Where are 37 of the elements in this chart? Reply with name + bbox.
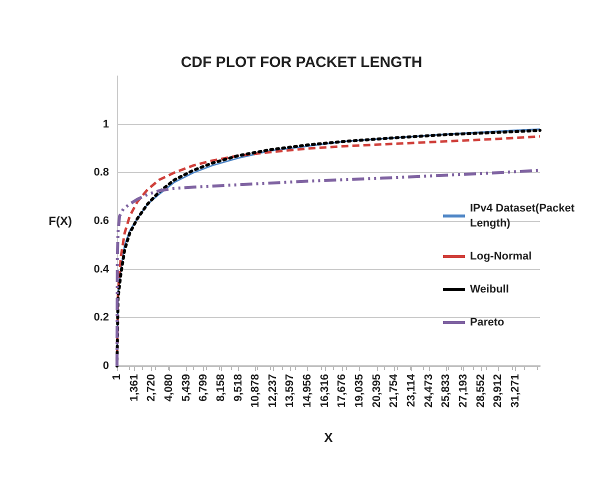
x-tick-label: 5,439 [180, 374, 192, 402]
x-tick-label: 29,912 [492, 374, 504, 408]
x-tick-label: 10,878 [250, 374, 262, 408]
x-tick-label: 8,158 [214, 374, 227, 402]
chart-title: CDF PLOT FOR PACKET LENGTH [180, 54, 422, 71]
x-tick-label: 1 [111, 374, 123, 380]
x-axis-title: X [324, 430, 334, 445]
x-tick-label: 25,833 [440, 374, 452, 408]
x-tick-label: 31,271 [509, 374, 522, 408]
x-tick-label: 6,799 [198, 374, 210, 402]
x-tick-label: 2,720 [146, 374, 158, 402]
y-tick-label: 0.4 [94, 263, 110, 276]
legend-label: Weibull [470, 284, 509, 296]
x-tick-label: 13,597 [284, 374, 296, 408]
legend-label: IPv4 Dataset(Packet Length) [470, 202, 578, 230]
x-tick-label: 28,552 [474, 374, 487, 408]
legend-label: Pareto [470, 316, 505, 328]
x-tick-label: 24,473 [422, 374, 435, 408]
x-tick-label: 1,361 [128, 374, 140, 402]
y-tick-label: 1 [102, 118, 109, 130]
x-tick-label: 12,237 [266, 374, 279, 408]
x-tick-label: 27,193 [457, 374, 470, 408]
x-tick-label: 9,518 [232, 374, 244, 402]
x-tick-label: 14,956 [302, 374, 314, 408]
x-tick-label: 17,676 [336, 374, 348, 408]
x-tick-label: 23,114 [405, 373, 418, 408]
legend-label: Log-Normal [470, 250, 532, 262]
x-tick-label: 21,754 [388, 373, 400, 408]
y-tick-label: 0.6 [94, 215, 109, 227]
x-tick-label: 16,316 [318, 374, 331, 408]
x-tick-label: 19,035 [354, 374, 366, 408]
x-tick-label: 20,395 [370, 374, 383, 408]
y-tick-label: 0 [102, 360, 109, 372]
y-tick-label: 0.8 [94, 166, 109, 179]
y-tick-label: 0.2 [94, 312, 109, 324]
y-axis-title: F(X) [48, 214, 72, 228]
x-tick-label: 4,080 [162, 374, 175, 402]
